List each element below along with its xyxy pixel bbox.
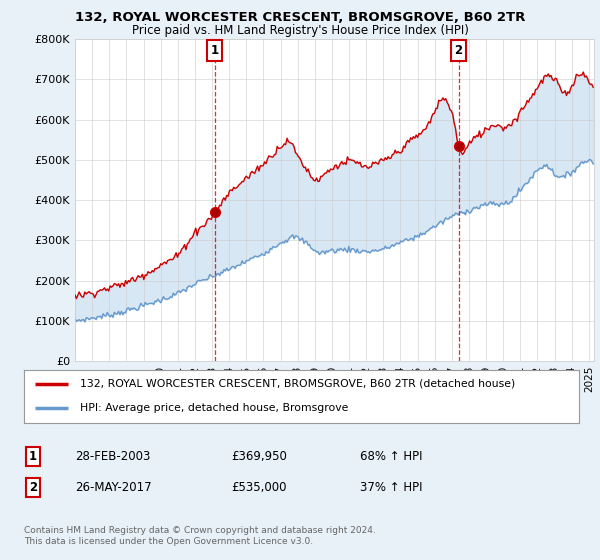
Text: 26-MAY-2017: 26-MAY-2017 (75, 480, 152, 494)
Text: 132, ROYAL WORCESTER CRESCENT, BROMSGROVE, B60 2TR: 132, ROYAL WORCESTER CRESCENT, BROMSGROV… (75, 11, 525, 24)
Text: 132, ROYAL WORCESTER CRESCENT, BROMSGROVE, B60 2TR (detached house): 132, ROYAL WORCESTER CRESCENT, BROMSGROV… (79, 379, 515, 389)
Text: 2: 2 (455, 44, 463, 57)
Text: 1: 1 (211, 44, 218, 57)
Text: Contains HM Land Registry data © Crown copyright and database right 2024.
This d: Contains HM Land Registry data © Crown c… (24, 526, 376, 546)
Text: 1: 1 (29, 450, 37, 463)
Text: 68% ↑ HPI: 68% ↑ HPI (360, 450, 422, 463)
Text: Price paid vs. HM Land Registry's House Price Index (HPI): Price paid vs. HM Land Registry's House … (131, 24, 469, 36)
Text: £535,000: £535,000 (231, 480, 287, 494)
Text: £369,950: £369,950 (231, 450, 287, 463)
Text: 37% ↑ HPI: 37% ↑ HPI (360, 480, 422, 494)
Text: HPI: Average price, detached house, Bromsgrove: HPI: Average price, detached house, Brom… (79, 403, 348, 413)
Text: 2: 2 (29, 480, 37, 494)
Text: 28-FEB-2003: 28-FEB-2003 (75, 450, 151, 463)
